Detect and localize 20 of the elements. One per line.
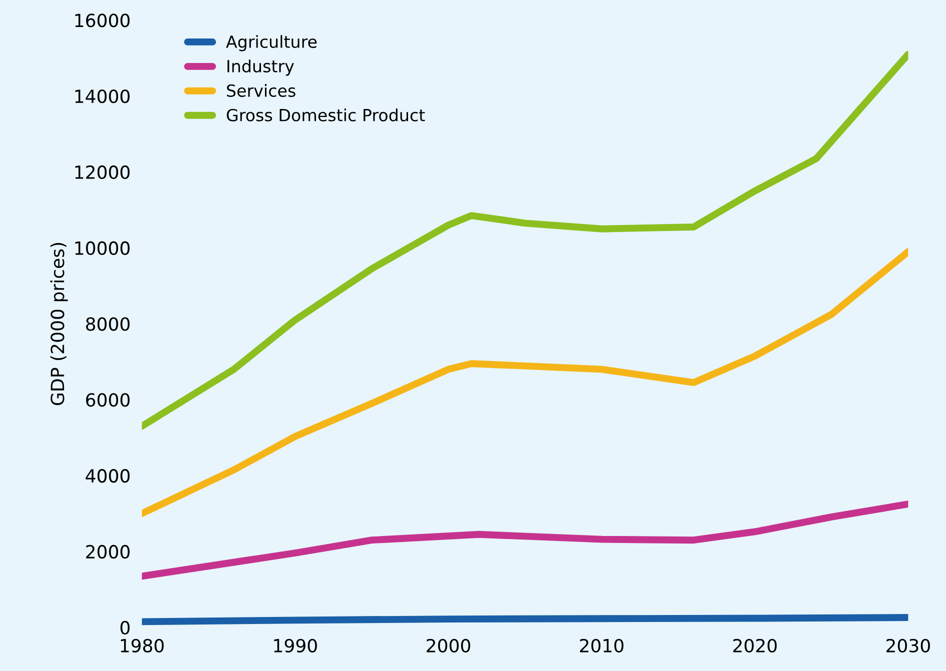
x-tick-label: 1990 xyxy=(274,638,317,652)
legend-label: Agriculture xyxy=(226,35,317,52)
legend-label: Gross Domestic Product xyxy=(226,108,425,122)
y-tick-label: 0 xyxy=(120,620,130,634)
y-tick-label: 16000 xyxy=(75,14,130,28)
legend-label: Services xyxy=(226,84,296,97)
y-axis-title: GDP (2000 prices) xyxy=(50,242,68,406)
y-tick-label: 4000 xyxy=(86,469,130,483)
x-tick-label: 2000 xyxy=(426,638,470,652)
y-tick-label: 8000 xyxy=(86,317,130,331)
x-tick-label: 2020 xyxy=(733,638,777,652)
x-tick-label: 2010 xyxy=(580,638,624,652)
y-tick-label: 6000 xyxy=(86,393,130,407)
y-tick-label: 14000 xyxy=(75,89,130,104)
legend-label: Industry xyxy=(228,60,294,76)
x-tick-label: 2030 xyxy=(886,638,930,652)
y-tick-label: 12000 xyxy=(75,165,130,180)
y-tick-label: 10000 xyxy=(75,241,130,255)
y-tick-label: 2000 xyxy=(86,544,130,559)
x-tick-label: 1980 xyxy=(120,638,164,652)
